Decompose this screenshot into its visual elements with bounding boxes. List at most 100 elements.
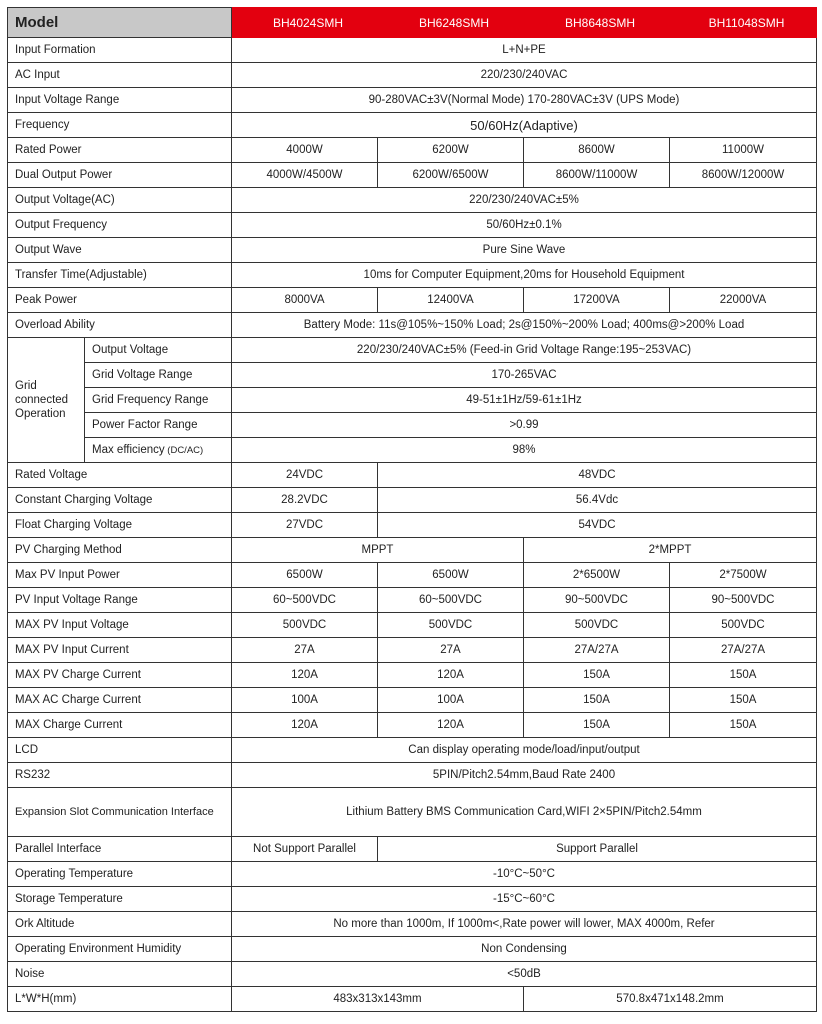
spec-row: MAX AC Charge Current 100A 100A 150A 150A <box>7 687 817 713</box>
spec-value: 8600W/12000W <box>669 162 817 188</box>
spec-value: 570.8x471x148.2mm <box>523 986 817 1012</box>
spec-value: Lithium Battery BMS Communication Card,W… <box>231 787 817 837</box>
spec-label: MAX AC Charge Current <box>7 687 232 713</box>
spec-label: Parallel Interface <box>7 836 232 862</box>
spec-value: 50/60Hz(Adaptive) <box>231 112 817 138</box>
grid-row: Grid Frequency Range 49-51±1Hz/59-61±1Hz <box>8 387 817 413</box>
spec-value: 6200W/6500W <box>377 162 524 188</box>
spec-row: Float Charging Voltage 27VDC 54VDC <box>7 512 817 538</box>
spec-label: Frequency <box>7 112 232 138</box>
spec-label: Grid Frequency Range <box>84 387 232 413</box>
spec-label: Operating Environment Humidity <box>7 936 232 962</box>
spec-value: 150A <box>669 712 817 738</box>
spec-value: 2*6500W <box>523 562 670 588</box>
spec-value: Not Support Parallel <box>231 836 378 862</box>
spec-value: MPPT <box>231 537 524 563</box>
spec-value: 60~500VDC <box>377 587 524 613</box>
spec-row: Max PV Input Power 6500W 6500W 2*6500W 2*750… <box>7 562 817 588</box>
spec-label: Noise <box>7 961 232 987</box>
model-name: BH6248SMH <box>377 7 524 38</box>
spec-value: 90~500VDC <box>669 587 817 613</box>
spec-value: 22000VA <box>669 287 817 313</box>
spec-label: Input Voltage Range <box>7 87 232 113</box>
spec-row: MAX PV Input Voltage 500VDC 500VDC 500VDC 50… <box>7 612 817 638</box>
spec-value: 100A <box>231 687 378 713</box>
spec-value: 220/230/240VAC±5% <box>231 187 817 213</box>
spec-row: L*W*H(mm) 483x313x143mm 570.8x471x148.2mm <box>7 986 817 1012</box>
spec-label: Output Voltage <box>84 337 232 363</box>
spec-label: AC Input <box>7 62 232 88</box>
spec-row: PV Charging Method MPPT 2*MPPT <box>7 537 817 563</box>
spec-row: Output Frequency 50/60Hz±0.1% <box>7 212 817 238</box>
spec-value: >0.99 <box>231 412 817 438</box>
spec-value: 28.2VDC <box>231 487 378 513</box>
spec-value: 170-265VAC <box>231 362 817 388</box>
spec-label: Overload Ability <box>7 312 232 338</box>
spec-label: Dual Output Power <box>7 162 232 188</box>
spec-value: 6500W <box>377 562 524 588</box>
spec-row: Output Wave Pure Sine Wave <box>7 237 817 263</box>
spec-value: 56.4Vdc <box>377 487 817 513</box>
spec-value: 150A <box>669 662 817 688</box>
spec-value: 150A <box>523 662 670 688</box>
spec-label: Input Formation <box>7 37 232 63</box>
spec-value: 220/230/240VAC <box>231 62 817 88</box>
spec-value: 8600W/11000W <box>523 162 670 188</box>
spec-label: Output Wave <box>7 237 232 263</box>
spec-value: 500VDC <box>669 612 817 638</box>
spec-value: Can display operating mode/load/input/ou… <box>231 737 817 763</box>
spec-row: Parallel Interface Not Support Parallel Su… <box>7 836 817 862</box>
spec-row: Frequency 50/60Hz(Adaptive) <box>7 112 817 138</box>
spec-value: 27A/27A <box>669 637 817 663</box>
spec-value: 98% <box>231 437 817 463</box>
spec-value: 120A <box>377 662 524 688</box>
spec-row: Operating Temperature -10°C~50°C <box>7 861 817 887</box>
spec-value: 483x313x143mm <box>231 986 524 1012</box>
grid-group-label: Grid connected Operation <box>7 337 85 463</box>
spec-row: LCD Can display operating mode/load/input… <box>7 737 817 763</box>
spec-value: Support Parallel <box>377 836 817 862</box>
spec-label: Max efficiency (DC/AC) <box>84 437 232 463</box>
spec-label: MAX Charge Current <box>7 712 232 738</box>
spec-value: 2*7500W <box>669 562 817 588</box>
model-name: BH4024SMH <box>231 7 378 38</box>
spec-label: Storage Temperature <box>7 886 232 912</box>
spec-label: Ork Altitude <box>7 911 232 937</box>
spec-value: 500VDC <box>377 612 524 638</box>
spec-row: Expansion Slot Communication Interface Li… <box>7 787 817 837</box>
spec-value: 27VDC <box>231 512 378 538</box>
spec-label: Rated Voltage <box>7 462 232 488</box>
grid-row: Grid connected Operation Output Voltage 22… <box>7 337 817 463</box>
spec-value: 50/60Hz±0.1% <box>231 212 817 238</box>
spec-row: MAX PV Input Current 27A 27A 27A/27A 27A/27A <box>7 637 817 663</box>
spec-value: 60~500VDC <box>231 587 378 613</box>
spec-label: Transfer Time(Adjustable) <box>7 262 232 288</box>
spec-value: L+N+PE <box>231 37 817 63</box>
model-label: Model <box>7 7 232 38</box>
spec-value: 5PIN/Pitch2.54mm,Baud Rate 2400 <box>231 762 817 788</box>
spec-value: 4000W/4500W <box>231 162 378 188</box>
spec-label: Grid Voltage Range <box>84 362 232 388</box>
spec-value: 500VDC <box>523 612 670 638</box>
spec-label: Output Voltage(AC) <box>7 187 232 213</box>
spec-value: -15°C~60°C <box>231 886 817 912</box>
label-suffix: (DC/AC) <box>164 445 204 456</box>
grid-row: Grid Voltage Range 170-265VAC <box>8 362 817 388</box>
spec-label: MAX PV Input Voltage <box>7 612 232 638</box>
spec-value: Battery Mode: 11s@105%~150% Load; 2s@150… <box>231 312 817 338</box>
spec-label: L*W*H(mm) <box>7 986 232 1012</box>
spec-value: 150A <box>523 712 670 738</box>
spec-label: MAX PV Charge Current <box>7 662 232 688</box>
spec-row: Rated Voltage 24VDC 48VDC <box>7 462 817 488</box>
spec-value: 500VDC <box>231 612 378 638</box>
spec-label: Peak Power <box>7 287 232 313</box>
spec-row: Storage Temperature -15°C~60°C <box>7 886 817 912</box>
spec-value: 120A <box>231 712 378 738</box>
spec-value: 27A <box>377 637 524 663</box>
spec-label: Power Factor Range <box>84 412 232 438</box>
spec-value: 90-280VAC±3V(Normal Mode) 170-280VAC±3V … <box>231 87 817 113</box>
spec-label: PV Charging Method <box>7 537 232 563</box>
spec-row: Constant Charging Voltage 28.2VDC 56.4Vdc <box>7 487 817 513</box>
model-name: BH11048SMH <box>669 7 817 38</box>
spec-value: 10ms for Computer Equipment,20ms for Hou… <box>231 262 817 288</box>
